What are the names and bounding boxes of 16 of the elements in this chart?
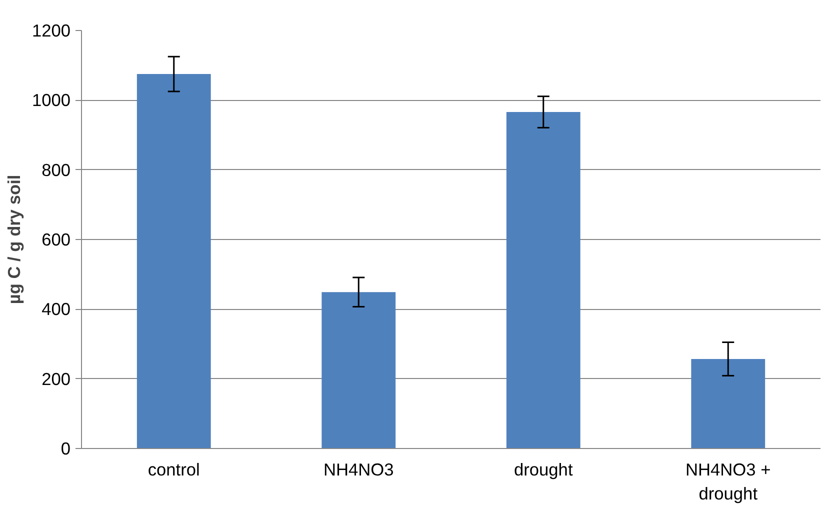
- y-tick-label: 1000: [32, 90, 71, 110]
- bar: [136, 74, 211, 448]
- bar: [506, 112, 580, 448]
- y-tick-label: 0: [60, 438, 71, 458]
- bar: [322, 292, 396, 448]
- x-tick-label: NH4NO3 + drought: [686, 460, 771, 504]
- y-tick-label: 1200: [32, 20, 71, 40]
- x-tick-label: control: [148, 460, 200, 480]
- x-tick-label: drought: [514, 460, 573, 480]
- y-tick-label: 200: [42, 368, 71, 389]
- y-axis-title: µg C / g dry soil: [4, 174, 24, 304]
- bar: [691, 358, 766, 448]
- y-tick-label: 800: [42, 160, 71, 180]
- x-tick-label: NH4NO3: [323, 460, 394, 480]
- y-tick-label: 600: [42, 230, 71, 250]
- y-tick-label: 400: [42, 299, 71, 320]
